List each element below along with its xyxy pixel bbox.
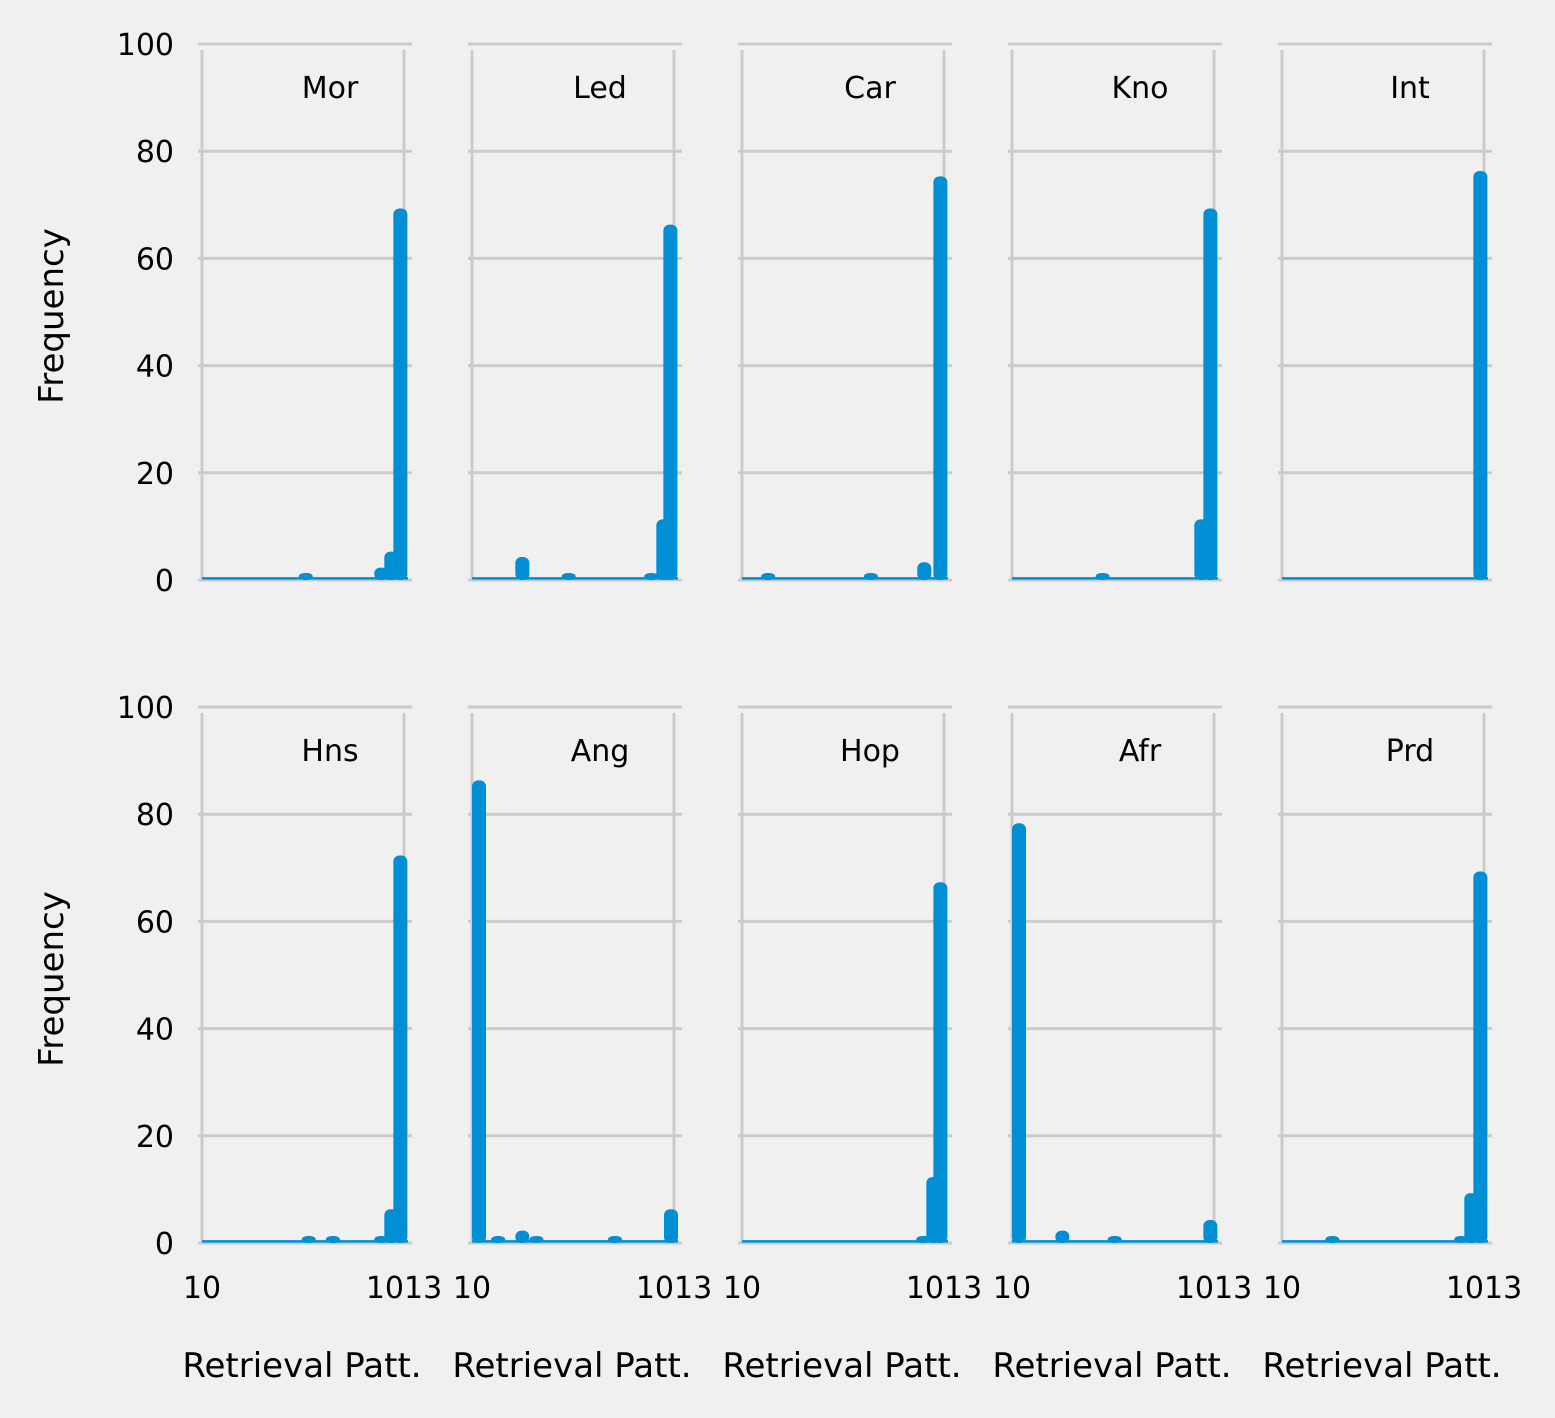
y-tick-label: 80 <box>136 135 174 170</box>
y-tick-label: 80 <box>136 798 174 833</box>
histogram-bar <box>491 1236 506 1243</box>
y-axis-label: Frequency <box>32 228 72 404</box>
histogram-bar <box>1325 1236 1340 1243</box>
histogram-bar <box>1473 871 1488 1243</box>
histogram-bar <box>664 1209 678 1243</box>
histogram-bar <box>529 1236 544 1243</box>
histogram-bar <box>515 556 530 580</box>
histogram-bar <box>393 208 408 580</box>
histogram-bar <box>515 1230 530 1243</box>
panel-title-kno: Kno <box>1111 71 1168 106</box>
y-axis-label: Frequency <box>32 891 72 1067</box>
y-tick-label: 0 <box>155 564 174 599</box>
histogram-bar <box>561 573 576 580</box>
histogram-bar <box>644 573 659 580</box>
panel-title-afr: Afr <box>1119 734 1162 769</box>
histogram-bar <box>933 176 948 580</box>
panel-title-int: Int <box>1390 71 1430 106</box>
x-tick-label: 10 <box>723 1271 761 1306</box>
histogram-bar <box>1473 171 1488 581</box>
y-tick-label: 60 <box>136 242 174 277</box>
histogram-bar <box>1107 1236 1122 1243</box>
x-tick-label: 1013 <box>906 1271 982 1306</box>
y-tick-label: 20 <box>136 1120 174 1155</box>
y-tick-label: 40 <box>136 1013 174 1048</box>
histogram-bar <box>663 224 678 580</box>
x-tick-label: 10 <box>993 1271 1031 1306</box>
y-tick-label: 20 <box>136 457 174 492</box>
histogram-bar <box>393 855 408 1243</box>
histogram-bar <box>863 573 878 580</box>
y-tick-label: 100 <box>117 691 174 726</box>
histogram-bar <box>325 1236 340 1243</box>
x-tick-label: 1013 <box>636 1271 712 1306</box>
histogram-bar <box>1203 208 1218 580</box>
x-tick-label: 1013 <box>1176 1271 1252 1306</box>
x-axis-label: Retrieval Patt. <box>182 1346 421 1386</box>
histogram-bar <box>761 573 776 580</box>
panel-title-mor: Mor <box>302 71 359 106</box>
panel-title-hop: Hop <box>840 734 900 769</box>
x-tick-label: 1013 <box>366 1271 442 1306</box>
histogram-bar <box>933 882 948 1243</box>
x-tick-label: 10 <box>183 1271 221 1306</box>
histogram-bar <box>1203 1219 1218 1243</box>
histogram-bar <box>472 780 486 1243</box>
histogram-bar <box>1095 573 1110 580</box>
histogram-bar <box>1055 1230 1070 1243</box>
x-axis-label: Retrieval Patt. <box>1262 1346 1501 1386</box>
y-tick-label: 40 <box>136 350 174 385</box>
panel-title-ang: Ang <box>571 734 630 769</box>
x-tick-label: 10 <box>1263 1271 1301 1306</box>
x-axis-label: Retrieval Patt. <box>722 1346 961 1386</box>
x-tick-label: 1013 <box>1446 1271 1522 1306</box>
panel-title-prd: Prd <box>1386 734 1434 769</box>
x-axis-label: Retrieval Patt. <box>452 1346 691 1386</box>
x-tick-label: 10 <box>453 1271 491 1306</box>
y-tick-label: 0 <box>155 1227 174 1262</box>
panel-title-hns: Hns <box>301 734 358 769</box>
histogram-bar <box>917 562 932 580</box>
y-tick-label: 100 <box>117 28 174 63</box>
x-axis-label: Retrieval Patt. <box>992 1346 1231 1386</box>
histogram-bar <box>298 573 313 580</box>
histogram-bar <box>1012 823 1026 1243</box>
histogram-bar <box>301 1236 316 1243</box>
panel-title-car: Car <box>844 71 896 106</box>
panel-title-led: Led <box>573 71 627 106</box>
y-tick-label: 60 <box>136 905 174 940</box>
histogram-bar <box>607 1236 622 1243</box>
